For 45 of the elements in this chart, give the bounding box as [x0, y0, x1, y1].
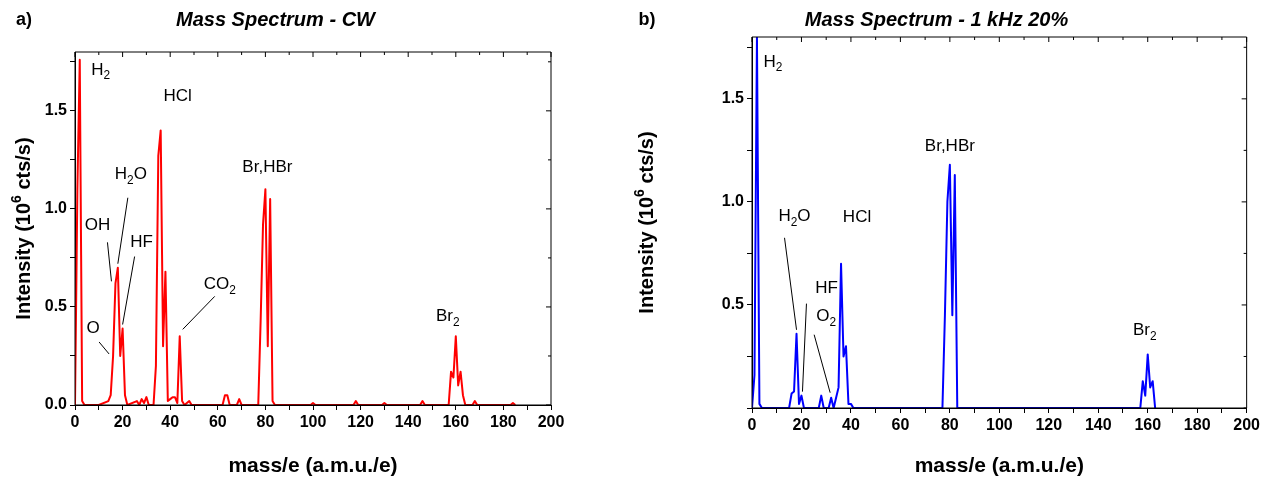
x-tick-label: 120 [347, 413, 375, 431]
x-tick-label: 120 [1035, 416, 1063, 434]
x-tick-label: 180 [1183, 416, 1211, 434]
annotation: HCl [842, 207, 872, 227]
x-tick-label: 0 [747, 416, 757, 434]
annotation: HF [815, 278, 838, 298]
x-tick-label: 100 [985, 416, 1013, 434]
annotation: O [86, 317, 100, 337]
text: b) [638, 8, 656, 29]
y-axis-title: Intensity (106 cts/s) [630, 131, 657, 314]
x-tick-label: 60 [891, 416, 910, 434]
annotation: Br,HBr [924, 136, 976, 156]
x-tick-label: 40 [161, 413, 180, 431]
x-tick-label: 200 [1233, 416, 1261, 434]
y-tick-label: 0.0 [44, 395, 68, 413]
annotation: Br,HBr [242, 156, 293, 176]
annotation: HCl [163, 86, 192, 106]
x-tick-label: 60 [208, 413, 227, 431]
x-tick-label: 0 [70, 413, 80, 431]
x-tick-label: 80 [940, 416, 959, 434]
x-tick-label: 160 [442, 413, 470, 431]
x-tick-label: 20 [113, 413, 132, 431]
chart-title: Mass Spectrum - 1 kHz 20% [804, 7, 1069, 30]
y-tick-label: 0.5 [721, 295, 745, 313]
x-tick-label: 160 [1134, 416, 1162, 434]
y-tick-label: 1.5 [721, 89, 745, 107]
text: a) [16, 8, 33, 29]
x-tick-label: 20 [792, 416, 811, 434]
x-tick-label: 100 [299, 413, 327, 431]
y-tick-label: 0.5 [44, 297, 68, 315]
annotation: OH [84, 215, 111, 235]
x-axis-title: mass/e (a.m.u./e) [914, 453, 1084, 477]
chart-title: Mass Spectrum - CW [176, 7, 378, 30]
x-tick-label: 140 [1084, 416, 1112, 434]
x-tick-label: 80 [256, 413, 275, 431]
y-tick-label: 1.0 [44, 199, 68, 217]
x-axis-title: mass/e (a.m.u./e) [228, 453, 398, 477]
x-tick-label: 140 [394, 413, 422, 431]
y-tick-label: 1.5 [44, 101, 68, 119]
y-tick-label: 1.0 [721, 192, 745, 210]
annotation: HF [130, 232, 153, 252]
x-tick-label: 200 [537, 413, 565, 431]
x-tick-label: 180 [490, 413, 517, 431]
x-tick-label: 40 [842, 416, 860, 434]
y-axis-title: Intensity (106 cts/s) [7, 137, 34, 320]
